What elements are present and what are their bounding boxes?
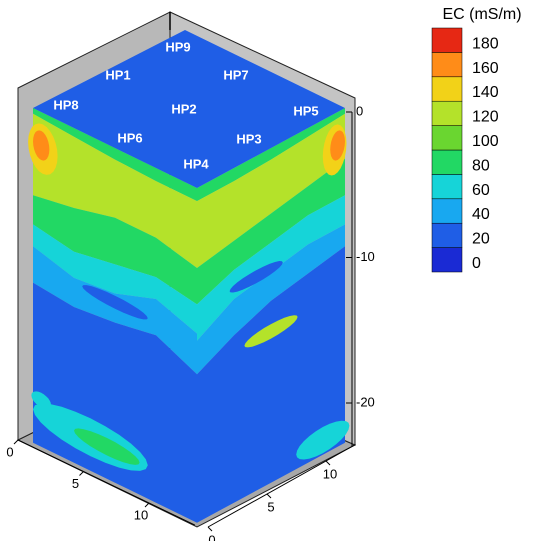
top-face xyxy=(33,30,345,188)
colorbar-label: 120 xyxy=(472,109,499,126)
well-label: HP1 xyxy=(105,67,130,82)
x-tick xyxy=(13,439,19,445)
contour-patch xyxy=(330,130,345,161)
colorbar-label: 140 xyxy=(472,84,499,101)
contour-band xyxy=(197,113,345,268)
contour-patch xyxy=(31,391,51,409)
colorbar-swatch xyxy=(431,76,463,102)
x-tick-label: 5 xyxy=(72,476,79,491)
contour-band xyxy=(197,158,345,305)
colorbar-label: 80 xyxy=(472,157,490,174)
colorbar-label: 180 xyxy=(472,35,499,52)
colorbar-swatch xyxy=(431,100,463,126)
contour-patch xyxy=(74,428,140,465)
x-tick-label: 10 xyxy=(134,507,148,522)
contour-band xyxy=(33,246,197,375)
colorbar-swatch xyxy=(431,198,463,224)
colorbar-label: 160 xyxy=(472,60,499,77)
well-label: HP8 xyxy=(53,97,78,112)
colorbar-swatch xyxy=(431,174,463,200)
well-label: HP5 xyxy=(293,103,318,118)
y-tick-label: 0 xyxy=(208,532,215,541)
colorbar-swatch xyxy=(431,125,463,151)
contour-band xyxy=(33,282,197,523)
colorbar-title: EC (mS/m) xyxy=(442,6,521,23)
x-tick xyxy=(144,502,150,508)
x-tick-label: 0 xyxy=(6,444,13,459)
colorbar-label: 20 xyxy=(472,231,490,248)
z-tick-label: -20 xyxy=(356,394,375,409)
contour-band xyxy=(33,224,197,334)
colorbar-label: 100 xyxy=(472,133,499,150)
well-label: HP6 xyxy=(117,130,142,145)
well-label: HP9 xyxy=(165,39,190,54)
colorbar-label: 0 xyxy=(472,255,481,272)
contour-band xyxy=(33,195,197,305)
contour-patch xyxy=(82,285,148,320)
y-tick xyxy=(207,526,213,532)
contour-band xyxy=(197,108,345,202)
colorbar-swatch xyxy=(431,247,463,273)
y-axis xyxy=(207,444,356,528)
colorbar-label: 60 xyxy=(472,182,490,199)
colorbar-swatch xyxy=(431,149,463,175)
y-tick-label: 5 xyxy=(267,499,274,514)
x-tick xyxy=(79,471,84,476)
y-tick xyxy=(266,493,272,499)
z-tick-label: 0 xyxy=(356,103,363,118)
contour-band xyxy=(33,108,197,202)
contour-patch xyxy=(244,315,298,348)
contour-band xyxy=(197,224,345,375)
colorbar-swatch xyxy=(431,52,463,78)
contour-patch xyxy=(33,130,50,161)
colorbar-swatch xyxy=(431,222,463,248)
well-label: HP4 xyxy=(183,156,209,171)
y-tick-label: 10 xyxy=(323,466,337,481)
x-axis xyxy=(17,439,196,526)
well-label: HP7 xyxy=(223,67,248,82)
well-label: HP2 xyxy=(171,101,196,116)
z-tick-label: -10 xyxy=(356,249,375,264)
y-tick xyxy=(325,460,331,466)
colorbar-label: 40 xyxy=(472,206,490,223)
colorbar-swatch xyxy=(431,27,463,53)
well-label: HP3 xyxy=(236,131,261,146)
contour-band xyxy=(33,113,197,268)
contour-patch xyxy=(229,261,283,293)
contour-patch xyxy=(296,420,350,460)
